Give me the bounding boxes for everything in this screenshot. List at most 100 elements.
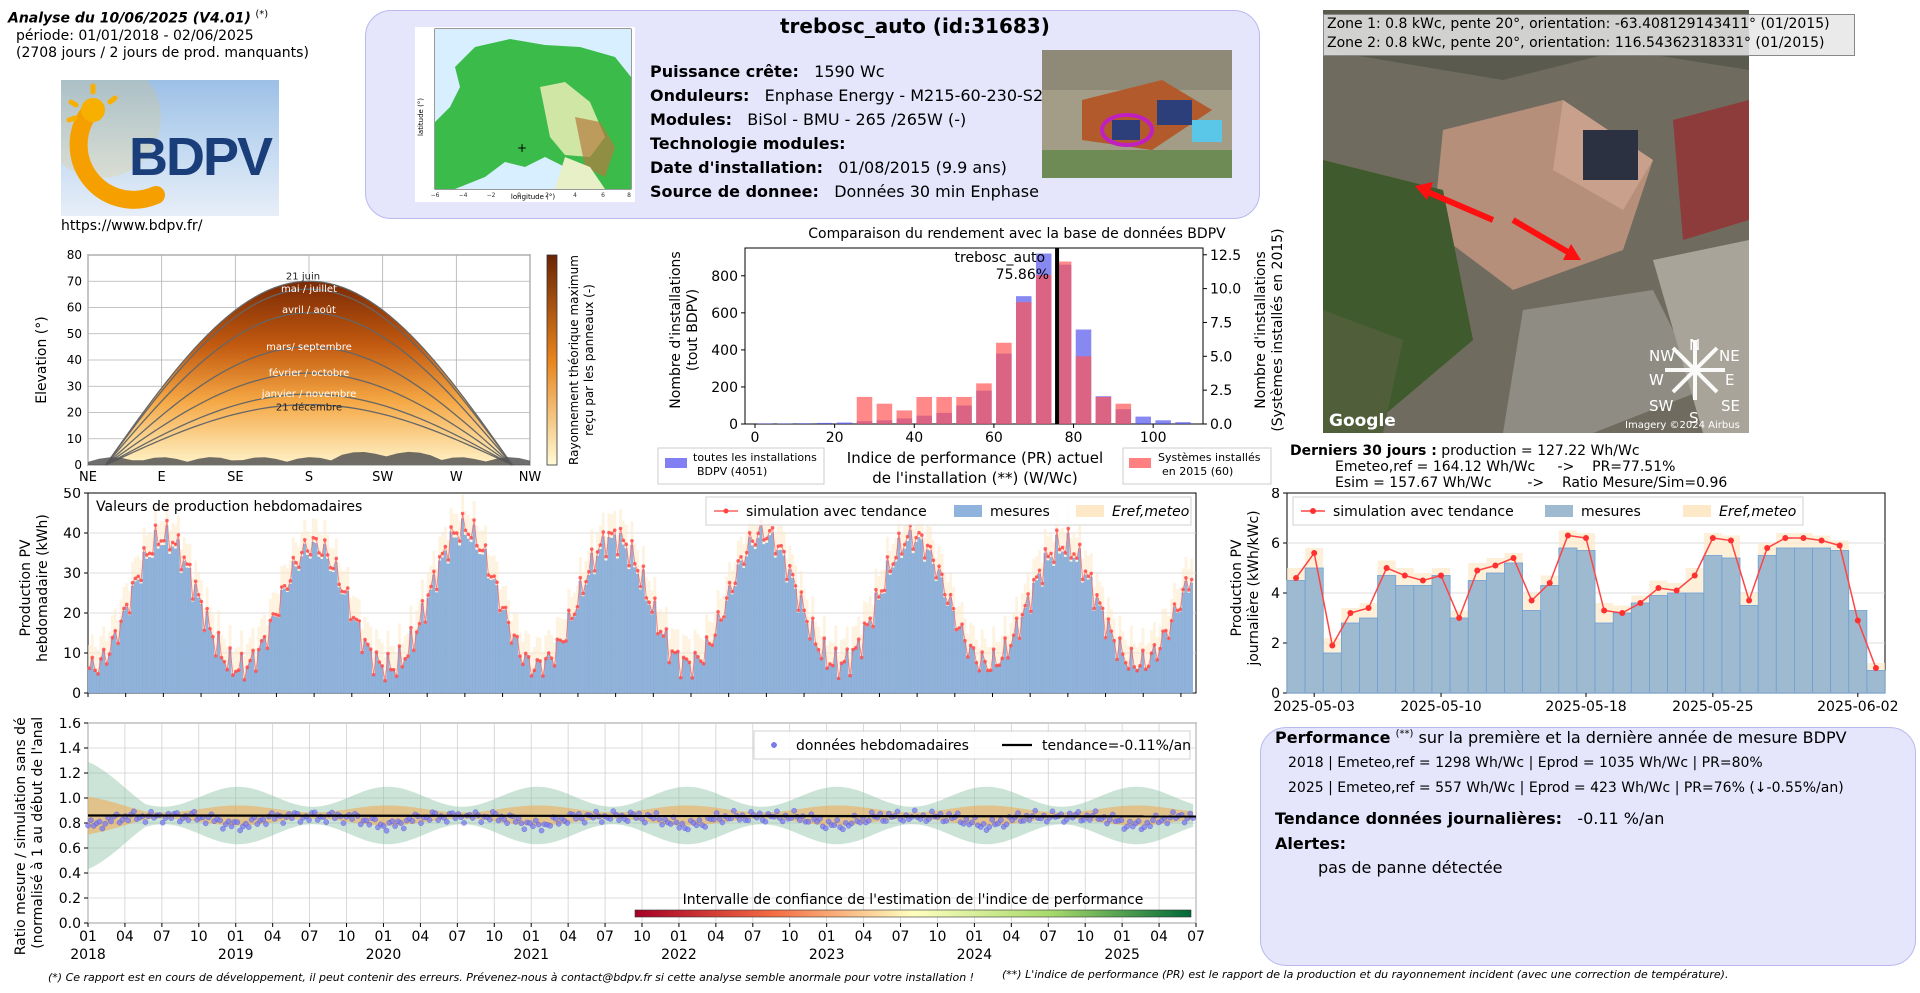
sun-curve-label: janvier / novembre: [261, 389, 357, 400]
sun-curve: [105, 280, 513, 466]
weekly-measure-bar: [372, 674, 375, 694]
weekly-sim-point: [423, 620, 428, 625]
weekly-sim-point: [598, 543, 603, 547]
weekly-measure-bar: [1101, 610, 1105, 694]
weekly-sim-point: [747, 531, 752, 535]
weekly-measure-bar: [234, 671, 238, 694]
weekly-measure-bar: [176, 539, 180, 694]
weekly-sim-point: [251, 648, 255, 653]
ratio-weekly-point: [616, 817, 622, 823]
ratio-weekly-point: [125, 817, 131, 824]
daily-measure-bar: [1793, 547, 1813, 694]
ratio-ytick: 0.6: [59, 841, 81, 857]
sun-curve: [105, 372, 513, 466]
weekly-measure-bar: [110, 639, 114, 694]
weekly-measure-bar: [707, 644, 711, 694]
weekly-measure-bar: [920, 539, 924, 694]
ratio-weekly-point: [461, 820, 467, 826]
weekly-measure-bar: [506, 624, 510, 694]
weekly-measure-bar: [624, 548, 628, 694]
weekly-measure-bar: [515, 638, 519, 694]
weekly-sim-point: [386, 651, 390, 656]
weekly-measure-bar: [495, 585, 499, 694]
ratio-weekly-point: [329, 809, 335, 816]
weekly-sim-point: [254, 669, 258, 673]
weekly-measure-bar: [461, 518, 464, 694]
weekly-measure-bar: [971, 649, 975, 694]
weekly-measure-bar: [587, 575, 591, 694]
weekly-sim-point: [670, 649, 674, 653]
weekly-measure-bar: [785, 582, 789, 694]
weekly-sim-point: [988, 668, 993, 673]
weekly-measure-bar: [136, 579, 140, 694]
weekly-sim-point: [176, 533, 181, 537]
weekly-measure-bar: [894, 561, 898, 694]
weekly-measure-bar: [237, 670, 240, 694]
weekly-sim-point: [320, 553, 324, 557]
weekly-measure-bar: [311, 542, 315, 694]
weekly-measure-bar: [960, 626, 964, 694]
ratio-year-label: 2020: [366, 947, 402, 963]
weekly-sim-point: [208, 626, 212, 631]
ratio-weekly-point: [398, 820, 404, 826]
daily-sim-point: [1854, 617, 1861, 624]
weekly-eref-bar: [690, 654, 694, 693]
ratio-weekly-point: [185, 817, 192, 823]
weekly-sim-point: [265, 646, 270, 651]
weekly-sim-point: [248, 658, 252, 663]
weekly-measure-bar: [791, 577, 794, 694]
weekly-measure-bar: [128, 615, 131, 694]
weekly-measure-bar: [725, 600, 728, 694]
weekly-measure-bar: [917, 537, 921, 694]
bdpv-url-link[interactable]: https://www.bdpv.fr/: [61, 218, 203, 234]
weekly-measure-bar: [986, 670, 990, 694]
perf-title-rest: sur la première et la dernière année de …: [1418, 728, 1847, 747]
hist-bar-2015: [936, 396, 952, 424]
perf-title-row: Performance (**) sur la première et la d…: [1275, 728, 1847, 747]
ratio-weekly-point: [521, 826, 528, 833]
weekly-sim-point: [99, 656, 103, 661]
ratio-weekly-point: [131, 808, 137, 815]
hist-legend-label-2a: Systèmes installés: [1158, 451, 1261, 464]
weekly-sim-point: [538, 659, 542, 663]
weekly-measure-bar: [406, 656, 410, 694]
weekly-sim-point: [584, 579, 588, 584]
weekly-sim-point: [785, 577, 789, 582]
weekly-sim-point: [808, 637, 812, 641]
weekly-sim-point: [578, 575, 583, 580]
ratio-weekly-point: [857, 819, 863, 826]
weekly-measure-bar: [1170, 622, 1173, 694]
weekly-measure-bar: [328, 571, 332, 694]
weekly-sim-point: [592, 569, 597, 573]
weekly-measure-bar: [561, 643, 565, 694]
weekly-measure-bar: [283, 588, 286, 694]
sun-logo-icon: [61, 80, 165, 209]
ratio-weekly-point: [624, 818, 631, 824]
weekly-measure-bar: [934, 581, 938, 694]
weekly-sim-point: [595, 550, 600, 554]
daily-sim-point: [1836, 542, 1843, 549]
weekly-sim-point: [1126, 667, 1131, 671]
weekly-sim-point: [828, 662, 832, 666]
weekly-measure-bar: [1124, 663, 1127, 694]
weekly-sim-point: [931, 558, 936, 563]
weekly-measure-bar: [219, 658, 223, 694]
weekly-measure-bar: [604, 560, 608, 694]
weekly-sim-point: [610, 531, 614, 536]
weekly-sim-point: [1123, 660, 1128, 665]
hist-ytick-left: 600: [711, 306, 738, 322]
weekly-sim-point: [1086, 574, 1091, 579]
daily-measure-bar: [1703, 555, 1723, 694]
weekly-sim-point: [994, 663, 999, 668]
weekly-sim-point: [228, 646, 232, 650]
ratio-weekly-point: [547, 823, 553, 829]
weekly-measure-bar: [194, 584, 197, 694]
weekly-measure-bar: [438, 560, 441, 694]
hist-ytick-right: 5.0: [1210, 349, 1232, 365]
weekly-sim-point: [366, 642, 370, 647]
weekly-measure-bar: [670, 652, 674, 694]
weekly-sim-point: [1049, 551, 1053, 556]
weekly-sim-point: [1178, 607, 1183, 612]
weekly-measure-bar: [415, 633, 418, 694]
weekly-ylabel1: Production PV: [18, 539, 34, 636]
